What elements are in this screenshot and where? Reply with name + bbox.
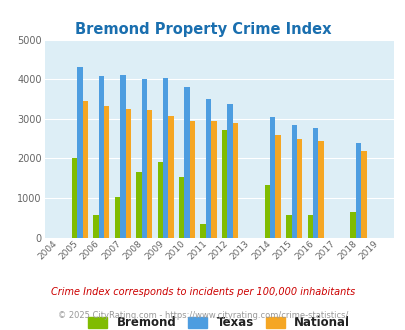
Bar [163, 78, 168, 238]
Bar [83, 101, 88, 238]
Bar [120, 75, 125, 238]
Bar [232, 123, 237, 238]
Bar [141, 79, 147, 238]
Bar [189, 121, 195, 238]
Bar [179, 177, 184, 238]
Bar [147, 111, 152, 238]
Legend: Bremond, Texas, National: Bremond, Texas, National [85, 313, 353, 330]
Bar [72, 158, 77, 238]
Bar [168, 116, 173, 238]
Bar [355, 143, 360, 238]
Bar [115, 197, 120, 238]
Bar [318, 141, 323, 238]
Bar [269, 117, 275, 238]
Text: Crime Index corresponds to incidents per 100,000 inhabitants: Crime Index corresponds to incidents per… [51, 287, 354, 297]
Bar [211, 121, 216, 238]
Bar [275, 135, 280, 238]
Bar [77, 67, 83, 238]
Bar [264, 184, 269, 238]
Bar [350, 212, 355, 238]
Bar [157, 162, 163, 238]
Bar [286, 215, 291, 238]
Bar [93, 214, 98, 238]
Text: Bremond Property Crime Index: Bremond Property Crime Index [75, 22, 330, 37]
Bar [104, 106, 109, 238]
Bar [222, 130, 227, 238]
Bar [227, 104, 232, 238]
Bar [125, 109, 130, 238]
Bar [312, 128, 318, 238]
Bar [184, 87, 189, 238]
Bar [307, 215, 312, 238]
Bar [291, 125, 296, 238]
Bar [205, 99, 211, 238]
Bar [98, 76, 104, 238]
Bar [360, 151, 366, 238]
Bar [296, 139, 301, 238]
Text: © 2025 CityRating.com - https://www.cityrating.com/crime-statistics/: © 2025 CityRating.com - https://www.city… [58, 311, 347, 320]
Bar [200, 224, 205, 238]
Bar [136, 172, 141, 238]
